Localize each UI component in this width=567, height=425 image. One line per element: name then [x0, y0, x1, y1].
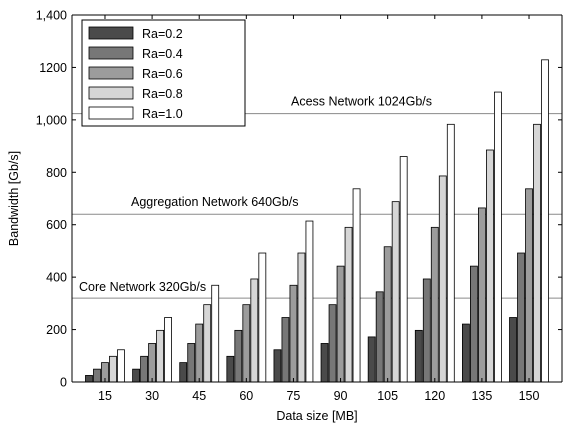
- bar: [117, 349, 125, 383]
- bar: [422, 278, 431, 383]
- bar: [85, 375, 93, 383]
- bar: [109, 355, 117, 383]
- bar: [211, 284, 220, 383]
- bar: [258, 252, 267, 383]
- bar: [462, 323, 470, 383]
- bar: [352, 188, 361, 383]
- x-tick-label: 135: [471, 389, 492, 403]
- bar: [478, 207, 486, 383]
- bar: [383, 246, 392, 383]
- bar: [242, 304, 251, 383]
- legend-label: Ra=0.4: [142, 47, 183, 61]
- bar: [344, 226, 353, 383]
- legend: Ra=0.2 Ra=0.4 Ra=0.6 Ra=0.8 Ra=1.0: [81, 19, 246, 127]
- x-tick-label: 120: [424, 389, 445, 403]
- bar: [414, 329, 423, 383]
- bar: [281, 317, 290, 383]
- bar: [336, 265, 345, 383]
- bar: [375, 291, 384, 383]
- legend-swatch: [88, 106, 134, 120]
- bar: [179, 362, 188, 383]
- bar: [132, 368, 140, 383]
- x-tick-label: 15: [98, 389, 112, 403]
- reference-line-label: Core Network 320Gb/s: [79, 280, 206, 294]
- x-tick-label: 45: [192, 389, 206, 403]
- bar: [140, 355, 148, 383]
- bar: [195, 323, 204, 383]
- y-tick-label: 0: [60, 376, 67, 390]
- legend-label: Ra=0.6: [142, 67, 183, 81]
- legend-label: Ra=0.8: [142, 87, 183, 101]
- bar: [367, 336, 376, 383]
- bar: [494, 91, 502, 383]
- bar: [187, 343, 196, 383]
- x-tick-label: 90: [334, 389, 348, 403]
- bar: [328, 304, 337, 383]
- bar: [250, 278, 259, 383]
- y-axis-title: Bandwidth [Gb/s]: [7, 151, 21, 246]
- bar: [517, 252, 525, 383]
- bar: [391, 201, 400, 383]
- x-tick-label: 60: [239, 389, 253, 403]
- bar: [399, 156, 408, 383]
- y-tick-label: 800: [46, 166, 67, 180]
- x-tick-label: 105: [377, 389, 398, 403]
- bar: [156, 329, 164, 383]
- y-tick-label: 200: [46, 323, 67, 337]
- bar: [297, 252, 306, 383]
- y-tick-label: 600: [46, 218, 67, 232]
- bar: [148, 343, 156, 383]
- bar: [533, 123, 541, 383]
- bar: [305, 220, 314, 383]
- axes: 0 200 400 600 800 1,000 1200 1,400 15 30 45 60 75 90 1…: [36, 9, 563, 403]
- bar: [438, 175, 447, 383]
- legend-swatch: [88, 86, 134, 100]
- legend-swatch: [88, 66, 134, 80]
- bar: [320, 343, 329, 383]
- x-tick-label: 150: [519, 389, 540, 403]
- x-axis-title: Data size [MB]: [276, 409, 357, 423]
- bar: [234, 329, 243, 383]
- reference-line-label: Aggregation Network 640Gb/s: [131, 195, 298, 209]
- x-tick-label: 30: [145, 389, 159, 403]
- bar: [446, 123, 455, 383]
- bar: [289, 284, 298, 383]
- y-tick-label: 1,000: [36, 113, 67, 127]
- bar: [509, 317, 517, 383]
- x-tick-label: 75: [286, 389, 300, 403]
- legend-label: Ra=0.2: [142, 27, 183, 41]
- legend-label: Ra=1.0: [142, 107, 183, 121]
- bar: [273, 349, 282, 383]
- bar: [525, 188, 533, 383]
- reference-line-label: Acess Network 1024Gb/s: [291, 95, 432, 109]
- y-tick-label: 1,400: [36, 9, 67, 23]
- bar: [203, 304, 212, 383]
- bar: [430, 226, 439, 383]
- bar: [486, 149, 494, 383]
- bar: [93, 368, 101, 383]
- bar: [541, 59, 549, 383]
- y-tick-label: 400: [46, 271, 67, 285]
- legend-swatch: [88, 46, 134, 60]
- bar: [470, 265, 478, 383]
- y-tick-label: 1200: [39, 61, 67, 75]
- bar: [226, 355, 235, 383]
- legend-swatch: [88, 26, 134, 40]
- bar: [164, 317, 172, 383]
